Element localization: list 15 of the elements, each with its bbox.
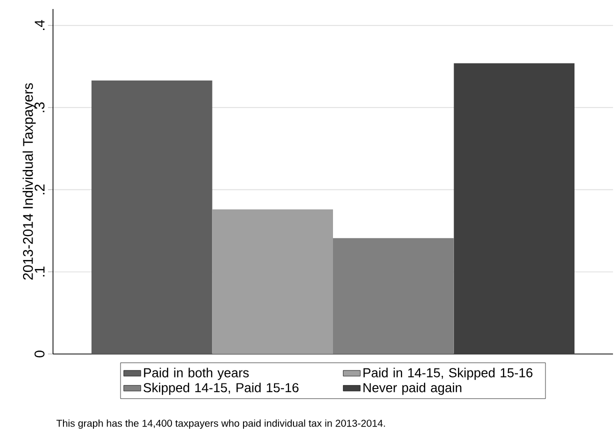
y-tick-label: .1	[34, 266, 44, 276]
y-tick-label: 0	[34, 350, 44, 358]
legend-label: Paid in 14-15, Skipped 15-16	[364, 368, 532, 380]
text: This graph has the 14,400 taxpayers who paid individual tax in 2013-2014.	[56, 419, 385, 429]
y-tick-label: .3	[34, 102, 44, 112]
y-tick-label: .4	[34, 20, 44, 30]
bar	[332, 238, 454, 354]
y-tick-label: .2	[34, 184, 44, 194]
bar	[92, 80, 212, 354]
bar	[454, 63, 574, 354]
legend-label: Skipped 14-15, Paid 15-16	[144, 382, 298, 395]
legend-label: Never paid again	[364, 382, 462, 395]
legend-label: Paid in both years	[144, 368, 249, 380]
y-axis-title: 2013-2014 Individual Taxpayers	[22, 83, 36, 280]
bar	[212, 209, 334, 354]
